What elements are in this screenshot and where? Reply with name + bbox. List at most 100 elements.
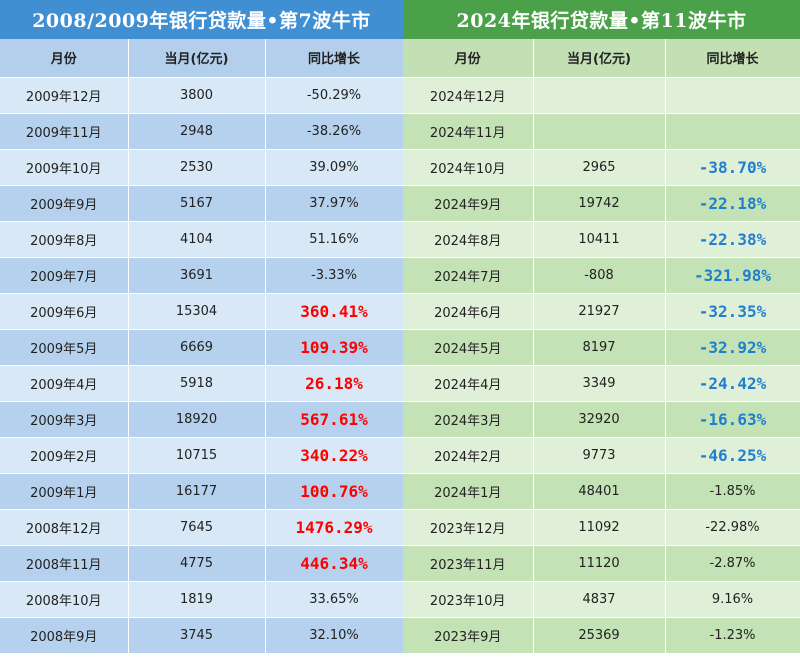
amount-cell: 3745 bbox=[128, 617, 266, 654]
month-cell: 2008年10月 bbox=[0, 581, 129, 618]
month-cell: 2024年5月 bbox=[403, 329, 534, 366]
right-panel-title: 2024年银行贷款量•第11波牛市 bbox=[403, 0, 800, 39]
month-cell: 2024年8月 bbox=[403, 221, 534, 258]
amount-cell: 5918 bbox=[128, 365, 266, 402]
month-cell: 2009年9月 bbox=[0, 185, 129, 222]
table-row: 2024年2月 9773 -46.25% bbox=[403, 437, 800, 474]
growth-cell: -46.25% bbox=[665, 437, 800, 474]
amount-cell: 19742 bbox=[533, 185, 666, 222]
amount-cell: 10411 bbox=[533, 221, 666, 258]
growth-cell: -1.23% bbox=[665, 617, 800, 654]
month-cell: 2009年11月 bbox=[0, 113, 129, 150]
amount-cell: 6669 bbox=[128, 329, 266, 366]
table-row: 2009年3月 18920 567.61% bbox=[0, 401, 403, 438]
header-amount: 当月(亿元) bbox=[533, 39, 666, 78]
table-row: 2023年11月 11120 -2.87% bbox=[403, 545, 800, 582]
table-row: 2023年10月 4837 9.16% bbox=[403, 581, 800, 618]
month-cell: 2009年4月 bbox=[0, 365, 129, 402]
table-row: 2009年11月 2948 -38.26% bbox=[0, 113, 403, 150]
growth-cell bbox=[665, 113, 800, 150]
growth-cell: -321.98% bbox=[665, 257, 800, 294]
month-cell: 2023年9月 bbox=[403, 617, 534, 654]
amount-cell: 9773 bbox=[533, 437, 666, 474]
table-row: 2024年12月 bbox=[403, 77, 800, 114]
growth-cell: 567.61% bbox=[265, 401, 403, 438]
amount-cell: 7645 bbox=[128, 509, 266, 546]
header-amount: 当月(亿元) bbox=[128, 39, 266, 78]
amount-cell: 18920 bbox=[128, 401, 266, 438]
growth-cell: -3.33% bbox=[265, 257, 403, 294]
growth-cell: -16.63% bbox=[665, 401, 800, 438]
table-row: 2024年9月 19742 -22.18% bbox=[403, 185, 800, 222]
growth-cell: 360.41% bbox=[265, 293, 403, 330]
amount-cell: 25369 bbox=[533, 617, 666, 654]
table-row: 2008年12月 7645 1476.29% bbox=[0, 509, 403, 546]
table-row: 2009年7月 3691 -3.33% bbox=[0, 257, 403, 294]
growth-cell: -22.38% bbox=[665, 221, 800, 258]
growth-cell: -1.85% bbox=[665, 473, 800, 510]
amount-cell: 21927 bbox=[533, 293, 666, 330]
table-row: 2008年11月 4775 446.34% bbox=[0, 545, 403, 582]
growth-cell: -32.35% bbox=[665, 293, 800, 330]
month-cell: 2023年12月 bbox=[403, 509, 534, 546]
table-row: 2024年1月 48401 -1.85% bbox=[403, 473, 800, 510]
table-row: 2008年9月 3745 32.10% bbox=[0, 617, 403, 654]
table-row: 2024年3月 32920 -16.63% bbox=[403, 401, 800, 438]
month-cell: 2024年6月 bbox=[403, 293, 534, 330]
month-cell: 2009年8月 bbox=[0, 221, 129, 258]
amount-cell: 2965 bbox=[533, 149, 666, 186]
amount-cell: 32920 bbox=[533, 401, 666, 438]
amount-cell: 2530 bbox=[128, 149, 266, 186]
month-cell: 2023年11月 bbox=[403, 545, 534, 582]
month-cell: 2009年3月 bbox=[0, 401, 129, 438]
amount-cell: 5167 bbox=[128, 185, 266, 222]
amount-cell: 11120 bbox=[533, 545, 666, 582]
growth-cell: -22.98% bbox=[665, 509, 800, 546]
right-loan-table: 月份 当月(亿元) 同比增长 2024年12月 2024年11月 2024年10月 2… bbox=[403, 39, 800, 654]
month-cell: 2024年2月 bbox=[403, 437, 534, 474]
header-month: 月份 bbox=[403, 39, 534, 78]
month-cell: 2009年6月 bbox=[0, 293, 129, 330]
month-cell: 2024年4月 bbox=[403, 365, 534, 402]
amount-cell: 48401 bbox=[533, 473, 666, 510]
month-cell: 2009年7月 bbox=[0, 257, 129, 294]
growth-cell: -32.92% bbox=[665, 329, 800, 366]
amount-cell: 3349 bbox=[533, 365, 666, 402]
growth-cell: 109.39% bbox=[265, 329, 403, 366]
growth-cell: 340.22% bbox=[265, 437, 403, 474]
month-cell: 2009年1月 bbox=[0, 473, 129, 510]
table-row: 2023年9月 25369 -1.23% bbox=[403, 617, 800, 654]
growth-cell: -2.87% bbox=[665, 545, 800, 582]
growth-cell: 51.16% bbox=[265, 221, 403, 258]
growth-cell: -22.18% bbox=[665, 185, 800, 222]
table-row: 2009年4月 5918 26.18% bbox=[0, 365, 403, 402]
month-cell: 2024年7月 bbox=[403, 257, 534, 294]
table-row: 2024年10月 2965 -38.70% bbox=[403, 149, 800, 186]
month-cell: 2024年3月 bbox=[403, 401, 534, 438]
header-growth: 同比增长 bbox=[265, 39, 403, 78]
growth-cell: 33.65% bbox=[265, 581, 403, 618]
growth-cell: 37.97% bbox=[265, 185, 403, 222]
amount-cell: -808 bbox=[533, 257, 666, 294]
amount-cell: 3800 bbox=[128, 77, 266, 114]
month-cell: 2024年11月 bbox=[403, 113, 534, 150]
table-row: 2009年8月 4104 51.16% bbox=[0, 221, 403, 258]
amount-cell: 4104 bbox=[128, 221, 266, 258]
amount-cell: 10715 bbox=[128, 437, 266, 474]
amount-cell: 2948 bbox=[128, 113, 266, 150]
growth-cell: -24.42% bbox=[665, 365, 800, 402]
table-row: 2009年5月 6669 109.39% bbox=[0, 329, 403, 366]
growth-cell: -50.29% bbox=[265, 77, 403, 114]
table-row: 2009年6月 15304 360.41% bbox=[0, 293, 403, 330]
right-header-row: 月份 当月(亿元) 同比增长 bbox=[403, 39, 800, 78]
table-row: 2024年5月 8197 -32.92% bbox=[403, 329, 800, 366]
amount-cell: 4837 bbox=[533, 581, 666, 618]
month-cell: 2024年1月 bbox=[403, 473, 534, 510]
month-cell: 2023年10月 bbox=[403, 581, 534, 618]
month-cell: 2009年5月 bbox=[0, 329, 129, 366]
left-loan-table: 月份 当月(亿元) 同比增长 2009年12月 3800 -50.29% 2009年1… bbox=[0, 39, 403, 654]
table-row: 2009年10月 2530 39.09% bbox=[0, 149, 403, 186]
month-cell: 2024年10月 bbox=[403, 149, 534, 186]
amount-cell: 15304 bbox=[128, 293, 266, 330]
table-row: 2024年11月 bbox=[403, 113, 800, 150]
